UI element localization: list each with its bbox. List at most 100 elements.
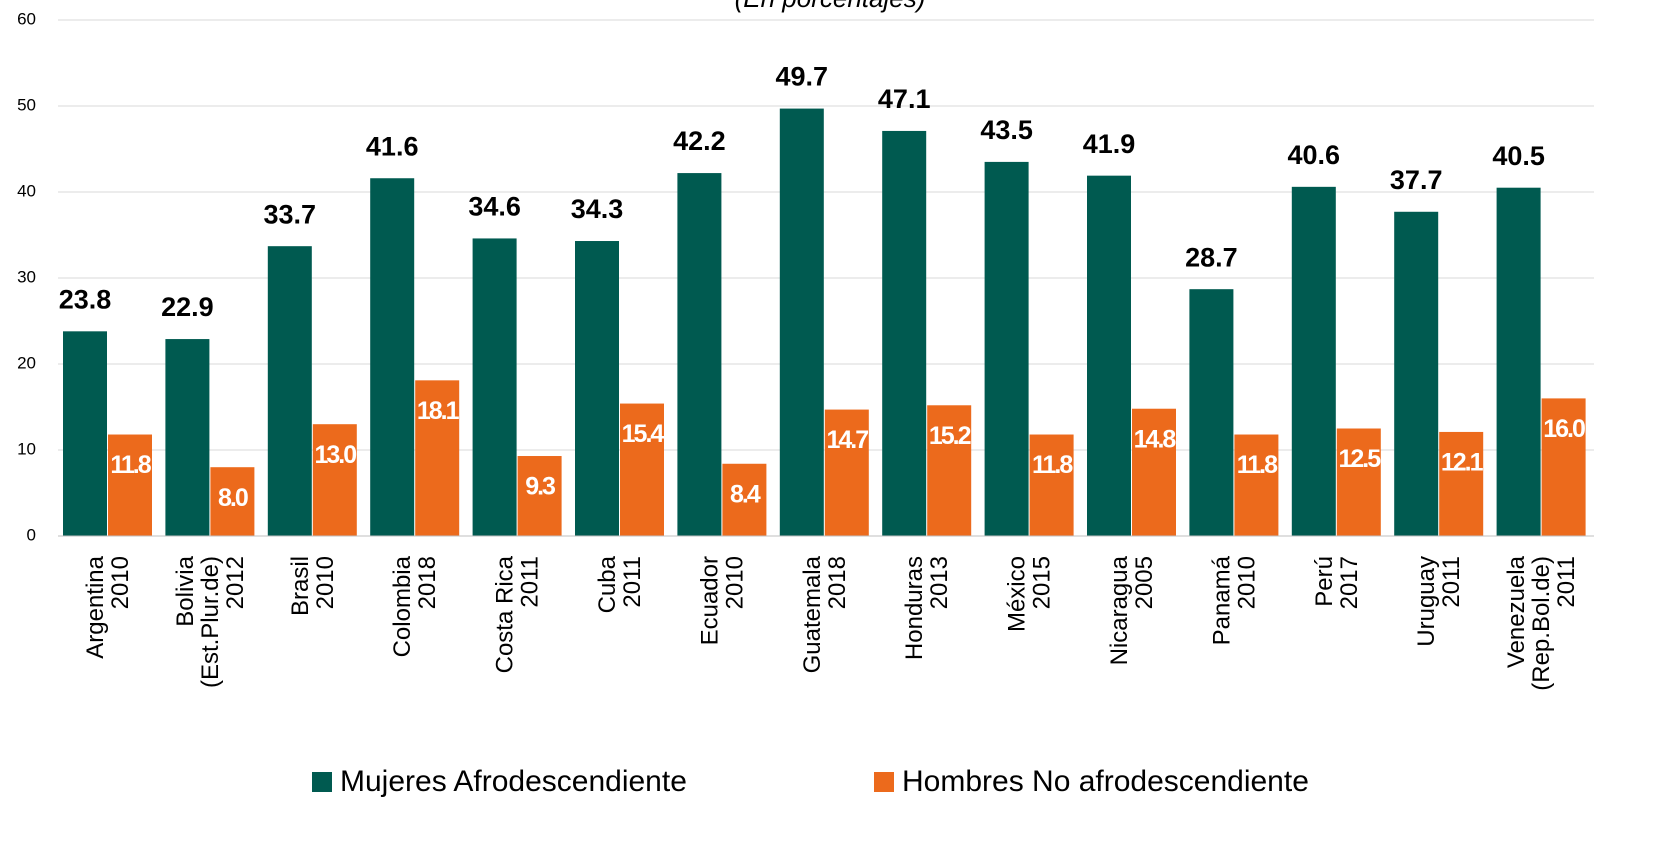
value-label: 12.1	[1441, 449, 1484, 477]
bar	[63, 331, 107, 536]
y-tick-label: 20	[17, 353, 36, 372]
bar	[620, 403, 664, 536]
bar	[312, 424, 357, 536]
value-label: 18.1	[417, 397, 460, 425]
value-label: 41.9	[1083, 129, 1136, 159]
bar	[1234, 434, 1279, 536]
x-tick-label: Perú	[1311, 556, 1338, 607]
legend-label: Hombres No afrodescendiente	[902, 765, 1309, 798]
bar	[927, 405, 972, 536]
y-tick-label: 30	[17, 267, 36, 286]
x-tick-label: 2010	[1233, 556, 1260, 609]
chart-subtitle: (En porcentajes)	[735, 0, 926, 13]
legend-swatch	[312, 772, 332, 792]
y-tick-label: 50	[17, 95, 36, 114]
x-tick-label: Colombia	[389, 555, 416, 657]
x-tick-label: 2010	[107, 556, 134, 609]
bar	[1029, 434, 1074, 536]
x-tick-label: Venezuela	[1503, 555, 1530, 668]
x-tick-label: Ecuador	[696, 556, 723, 645]
value-label: 49.7	[776, 62, 829, 92]
bar	[824, 409, 869, 536]
bar	[984, 161, 1029, 536]
bar	[165, 339, 210, 536]
y-tick-label: 10	[17, 439, 36, 458]
x-tick-label: 2010	[721, 556, 748, 609]
bar	[722, 463, 767, 536]
x-tick-label: 2015	[1029, 556, 1056, 609]
x-tick-label: Cuba	[594, 555, 621, 613]
x-tick-label: 2011	[1553, 556, 1580, 608]
value-label: 28.7	[1185, 242, 1238, 272]
x-tick-label: 2018	[824, 556, 851, 609]
bar	[1541, 398, 1586, 536]
x-tick-label: 2012	[222, 556, 249, 609]
x-tick-label: Guatemala	[799, 555, 826, 673]
x-tick-label: México	[1004, 556, 1031, 632]
x-tick-label: 2013	[926, 556, 953, 609]
bar	[779, 108, 824, 536]
x-tick-label: Panamá	[1208, 555, 1235, 645]
bar	[1496, 187, 1541, 536]
value-label: 34.3	[571, 194, 624, 224]
value-label: 13.0	[314, 441, 356, 469]
x-tick-label: Nicaragua	[1106, 555, 1133, 665]
value-label: 8.0	[218, 484, 248, 512]
value-label: 23.8	[59, 284, 112, 314]
value-label: 42.2	[673, 126, 726, 156]
x-tick-label: 2017	[1336, 556, 1363, 609]
x-tick-label: Costa Rica	[492, 555, 519, 673]
value-label: 11.8	[1237, 451, 1278, 479]
y-tick-label: 0	[27, 525, 36, 544]
value-label: 41.6	[366, 131, 419, 161]
bar	[1087, 175, 1131, 536]
y-tick-label: 40	[17, 181, 36, 200]
legend-label: Mujeres Afrodescendiente	[340, 765, 687, 798]
x-tick-label: (Rep.Bol.de)	[1528, 556, 1555, 691]
value-label: 12.5	[1338, 445, 1381, 473]
x-tick-label: 2018	[414, 556, 441, 609]
value-label: 37.7	[1390, 165, 1443, 195]
bar	[575, 241, 619, 536]
x-tick-label: 2011	[619, 556, 646, 608]
bar	[108, 434, 152, 536]
value-label: 11.8	[1032, 451, 1073, 479]
value-label: 40.6	[1288, 140, 1341, 170]
bar	[472, 238, 517, 536]
value-label: 14.7	[826, 426, 868, 454]
bar	[415, 380, 460, 536]
y-tick-label: 60	[17, 9, 36, 28]
bar	[517, 456, 562, 536]
bar	[210, 467, 255, 536]
value-label: 11.8	[110, 451, 151, 479]
legend-swatch	[874, 772, 894, 792]
value-label: 47.1	[878, 84, 931, 114]
bar	[1291, 186, 1336, 536]
x-tick-label: Bolivia	[172, 555, 199, 626]
value-label: 15.2	[929, 422, 971, 450]
x-tick-label: Uruguay	[1413, 556, 1440, 647]
value-label: 33.7	[264, 199, 317, 229]
bar	[1336, 428, 1381, 536]
bar	[1394, 211, 1439, 536]
x-tick-label: Brasil	[287, 556, 314, 616]
value-label: 16.0	[1543, 415, 1585, 443]
value-label: 15.4	[622, 420, 665, 448]
value-label: 22.9	[161, 292, 214, 322]
value-label: 40.5	[1492, 141, 1545, 171]
x-tick-label: Argentina	[82, 555, 109, 658]
value-label: 14.8	[1134, 425, 1177, 453]
bar	[677, 173, 722, 536]
bar	[1439, 431, 1484, 536]
value-label: 8.4	[730, 480, 761, 508]
bar	[1132, 408, 1176, 536]
bar	[370, 178, 415, 537]
value-label: 43.5	[980, 115, 1033, 145]
value-label: 9.3	[525, 473, 555, 501]
bar	[1189, 289, 1234, 536]
bar	[267, 246, 312, 536]
x-tick-label: (Est.Plur.de)	[197, 556, 224, 688]
x-tick-label: 2011	[1438, 556, 1465, 608]
x-tick-label: 2010	[312, 556, 339, 609]
